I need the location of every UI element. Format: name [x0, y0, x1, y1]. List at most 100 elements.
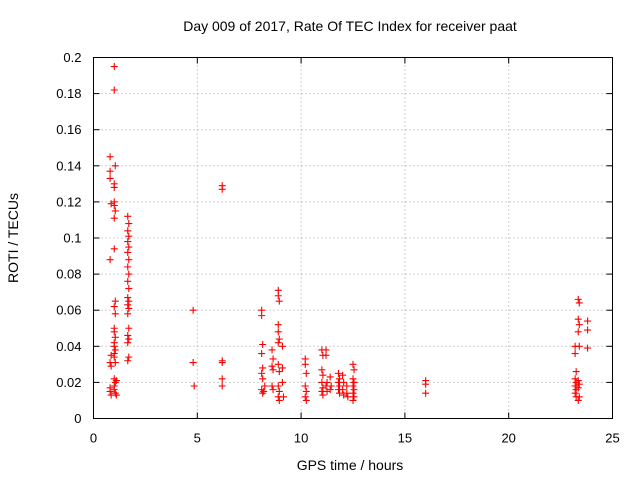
data-point [274, 382, 282, 390]
y-tick-label: 0 [74, 411, 81, 426]
data-point [350, 378, 358, 386]
data-point [268, 346, 276, 354]
data-point [571, 375, 579, 383]
data-point [218, 375, 226, 383]
data-point [125, 256, 133, 264]
data-point [575, 393, 583, 401]
data-point [259, 340, 267, 348]
data-point [110, 245, 118, 253]
data-point [275, 335, 283, 343]
data-points [106, 63, 592, 404]
data-point [340, 378, 348, 386]
x-tick-label: 10 [294, 431, 308, 446]
data-point [326, 373, 334, 381]
data-point [349, 382, 357, 390]
y-tick-label: 0.18 [56, 86, 81, 101]
data-point [274, 321, 282, 329]
data-point [110, 214, 118, 222]
data-point [112, 391, 120, 399]
data-point [574, 328, 582, 336]
data-point [349, 375, 357, 383]
data-point [301, 360, 309, 368]
y-tick-label: 0.2 [63, 50, 81, 65]
data-point [322, 351, 330, 359]
data-point [269, 386, 277, 394]
data-point [124, 310, 132, 318]
data-point [106, 256, 114, 264]
data-point [572, 368, 580, 376]
data-point [584, 317, 592, 325]
data-point [111, 162, 119, 170]
x-tick-label: 5 [194, 431, 201, 446]
data-point [275, 396, 283, 404]
data-point [218, 382, 226, 390]
data-point [336, 375, 344, 383]
data-point [218, 185, 226, 193]
data-point [107, 362, 115, 370]
x-tick-label: 0 [90, 431, 97, 446]
data-point [275, 297, 283, 305]
data-point [258, 312, 266, 320]
data-point [275, 387, 283, 395]
data-point [274, 360, 282, 368]
data-point [259, 364, 267, 372]
data-point [574, 384, 582, 392]
data-point [574, 315, 582, 323]
y-tick-label: 0.06 [56, 303, 81, 318]
data-point [110, 342, 118, 350]
data-point [575, 342, 583, 350]
data-point [124, 357, 132, 365]
data-point [269, 366, 277, 374]
data-point [124, 248, 132, 256]
data-point [124, 212, 132, 220]
data-point [124, 277, 132, 285]
data-point [422, 389, 430, 397]
data-point [125, 285, 133, 293]
data-point [268, 382, 276, 390]
data-point [125, 353, 133, 361]
data-point [124, 263, 132, 271]
data-point [344, 393, 352, 401]
data-point [260, 387, 268, 395]
data-point [106, 167, 114, 175]
x-tick-label: 15 [398, 431, 412, 446]
data-point [350, 366, 358, 374]
data-point [336, 389, 344, 397]
data-point [279, 393, 287, 401]
y-tick-label: 0.14 [56, 158, 81, 173]
chart-title: Day 009 of 2017, Rate Of TEC Index for r… [183, 18, 517, 34]
data-point [575, 299, 583, 307]
data-point [111, 378, 119, 386]
data-point [124, 294, 132, 302]
data-point [350, 386, 358, 394]
data-point [343, 389, 351, 397]
data-point [339, 386, 347, 394]
data-point [319, 391, 327, 399]
data-point [422, 380, 430, 388]
data-point [112, 377, 120, 385]
data-point [111, 333, 119, 341]
data-point [189, 359, 197, 367]
data-point [124, 227, 132, 235]
data-point [110, 386, 118, 394]
data-point [269, 355, 277, 363]
x-axis-label: GPS time / hours [297, 457, 404, 473]
data-point [349, 396, 357, 404]
data-point [111, 207, 119, 215]
data-point [575, 380, 583, 388]
x-tick-label: 25 [605, 431, 619, 446]
data-point [301, 393, 309, 401]
y-tick-label: 0.02 [56, 375, 81, 390]
data-point [125, 297, 133, 305]
data-point [259, 375, 267, 383]
data-point [349, 389, 357, 397]
data-point [125, 220, 133, 228]
data-point [124, 238, 132, 246]
data-point [275, 368, 283, 376]
data-point [327, 382, 335, 390]
data-point [259, 389, 267, 397]
grid-lines [93, 57, 613, 419]
data-point [107, 351, 115, 359]
data-point [302, 387, 310, 395]
data-point [106, 387, 114, 395]
